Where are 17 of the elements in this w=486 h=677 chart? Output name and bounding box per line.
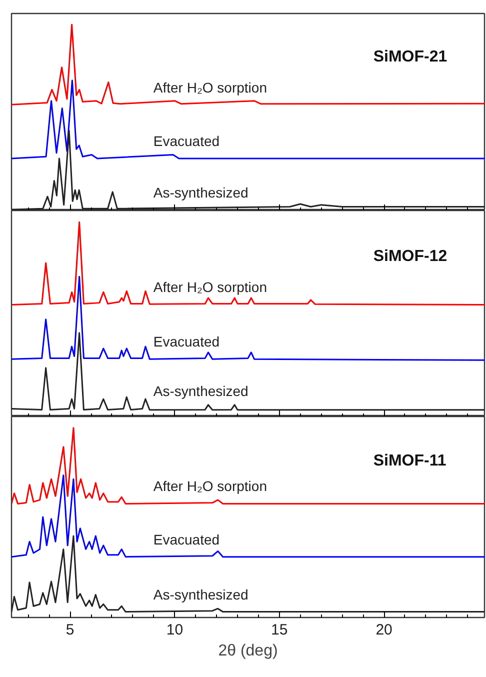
x-axis-title: 2θ (deg) bbox=[218, 642, 278, 660]
x-tick-label: 20 bbox=[376, 622, 392, 638]
series-label: Evacuated bbox=[153, 531, 220, 548]
x-tick-label: 5 bbox=[66, 622, 74, 638]
series-label: After H₂O sorption bbox=[153, 79, 267, 96]
series-label: As-synthesized bbox=[153, 586, 248, 602]
series-label: After H₂O sorption bbox=[153, 478, 267, 494]
x-tick-label: 10 bbox=[166, 622, 184, 638]
series-label: Evacuated bbox=[153, 133, 220, 150]
series-label: As-synthesized bbox=[153, 184, 248, 200]
x-tick-label: 15 bbox=[271, 622, 288, 638]
series-label: Evacuated bbox=[153, 333, 220, 350]
series-label: After H₂O sorption bbox=[153, 279, 267, 296]
text: SiMOF-21 bbox=[373, 48, 448, 66]
text: SiMOF-12 bbox=[373, 248, 448, 265]
series-label: As-synthesized bbox=[153, 383, 248, 400]
text: SiMOF-11 bbox=[373, 452, 446, 470]
